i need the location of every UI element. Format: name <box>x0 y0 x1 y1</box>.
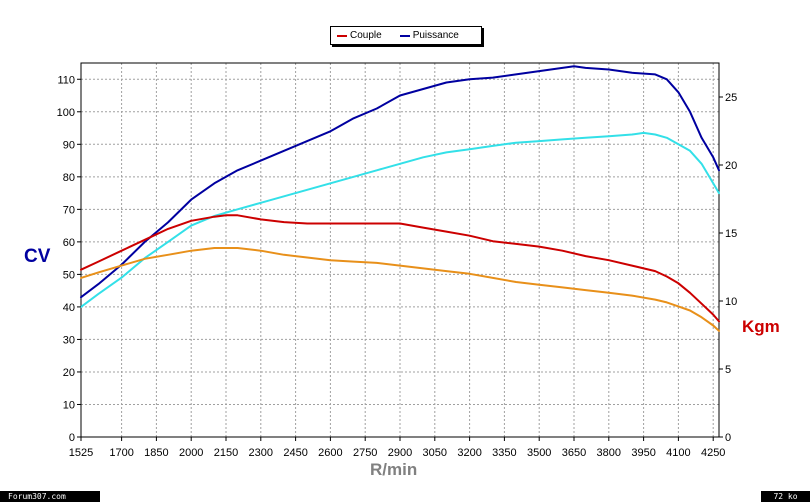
legend-item-puissance: Puissance <box>399 30 459 41</box>
y-left-tick-label: 50 <box>63 269 75 281</box>
x-tick-label: 2150 <box>214 447 238 459</box>
y-left-tick-label: 10 <box>63 399 75 411</box>
series-line-puissance <box>80 65 720 299</box>
y-right-tick-label: 0 <box>725 432 731 444</box>
footer-source: Forum307.com <box>0 491 100 502</box>
plot-area <box>81 63 719 437</box>
y-right-tick-label: 20 <box>725 160 737 172</box>
x-tick-label: 4250 <box>701 447 725 459</box>
x-tick-label: 3350 <box>492 447 516 459</box>
x-tick-label: 2750 <box>353 447 377 459</box>
x-tick-label: 1850 <box>144 447 168 459</box>
chart-ticks: 0 10 20 30 40 50 60 70 80 90 100 110 0 5 10 15 20 25 1525 1… <box>57 74 738 459</box>
y-axis-left-label: CV <box>24 246 51 267</box>
footer-filesize: 72 ko <box>761 491 810 502</box>
y-right-tick-label: 5 <box>725 364 731 376</box>
series-line-2 <box>80 131 720 308</box>
y-left-tick-label: 70 <box>63 204 75 216</box>
chart-series <box>80 65 720 332</box>
y-left-tick-label: 90 <box>63 139 75 151</box>
chart-legend: Couple Puissance <box>330 26 482 45</box>
series-line-4 <box>80 247 720 332</box>
y-left-tick-label: 30 <box>63 334 75 346</box>
y-axis-right-label: Kgm <box>742 317 780 336</box>
legend-swatch-couple <box>337 34 347 37</box>
x-tick-label: 3950 <box>631 447 655 459</box>
chart-grid <box>81 63 719 437</box>
y-right-tick-label: 25 <box>725 92 737 104</box>
x-axis-label: R/min <box>370 460 418 479</box>
y-right-tick-label: 15 <box>725 228 737 240</box>
y-left-tick-label: 110 <box>57 74 75 86</box>
y-left-tick-label: 60 <box>63 237 75 249</box>
x-tick-label: 3800 <box>597 447 621 459</box>
x-tick-label: 2450 <box>283 447 307 459</box>
x-tick-label: 2000 <box>179 447 203 459</box>
legend-item-couple: Couple <box>337 30 382 41</box>
legend-label-couple: Couple <box>350 30 382 41</box>
legend-label-puissance: Puissance <box>412 30 459 41</box>
y-left-tick-label: 100 <box>57 107 75 119</box>
x-tick-label: 2600 <box>318 447 342 459</box>
series-line-couple <box>80 214 720 323</box>
x-tick-label: 3200 <box>457 447 481 459</box>
y-left-tick-label: 20 <box>63 367 75 379</box>
x-tick-label: 1700 <box>109 447 133 459</box>
footer-bar: Forum307.com 72 ko <box>0 491 810 503</box>
x-tick-label: 3650 <box>562 447 586 459</box>
legend-swatch-puissance <box>399 34 410 37</box>
x-tick-label: 4100 <box>666 447 690 459</box>
y-left-tick-label: 0 <box>69 432 75 444</box>
x-tick-label: 3050 <box>423 447 447 459</box>
x-tick-label: 2300 <box>249 447 273 459</box>
y-left-tick-label: 80 <box>63 172 75 184</box>
y-right-tick-label: 10 <box>725 296 737 308</box>
x-tick-label: 3500 <box>527 447 551 459</box>
x-tick-label: 2900 <box>388 447 412 459</box>
x-tick-label: 1525 <box>69 447 93 459</box>
y-left-tick-label: 40 <box>63 302 75 314</box>
